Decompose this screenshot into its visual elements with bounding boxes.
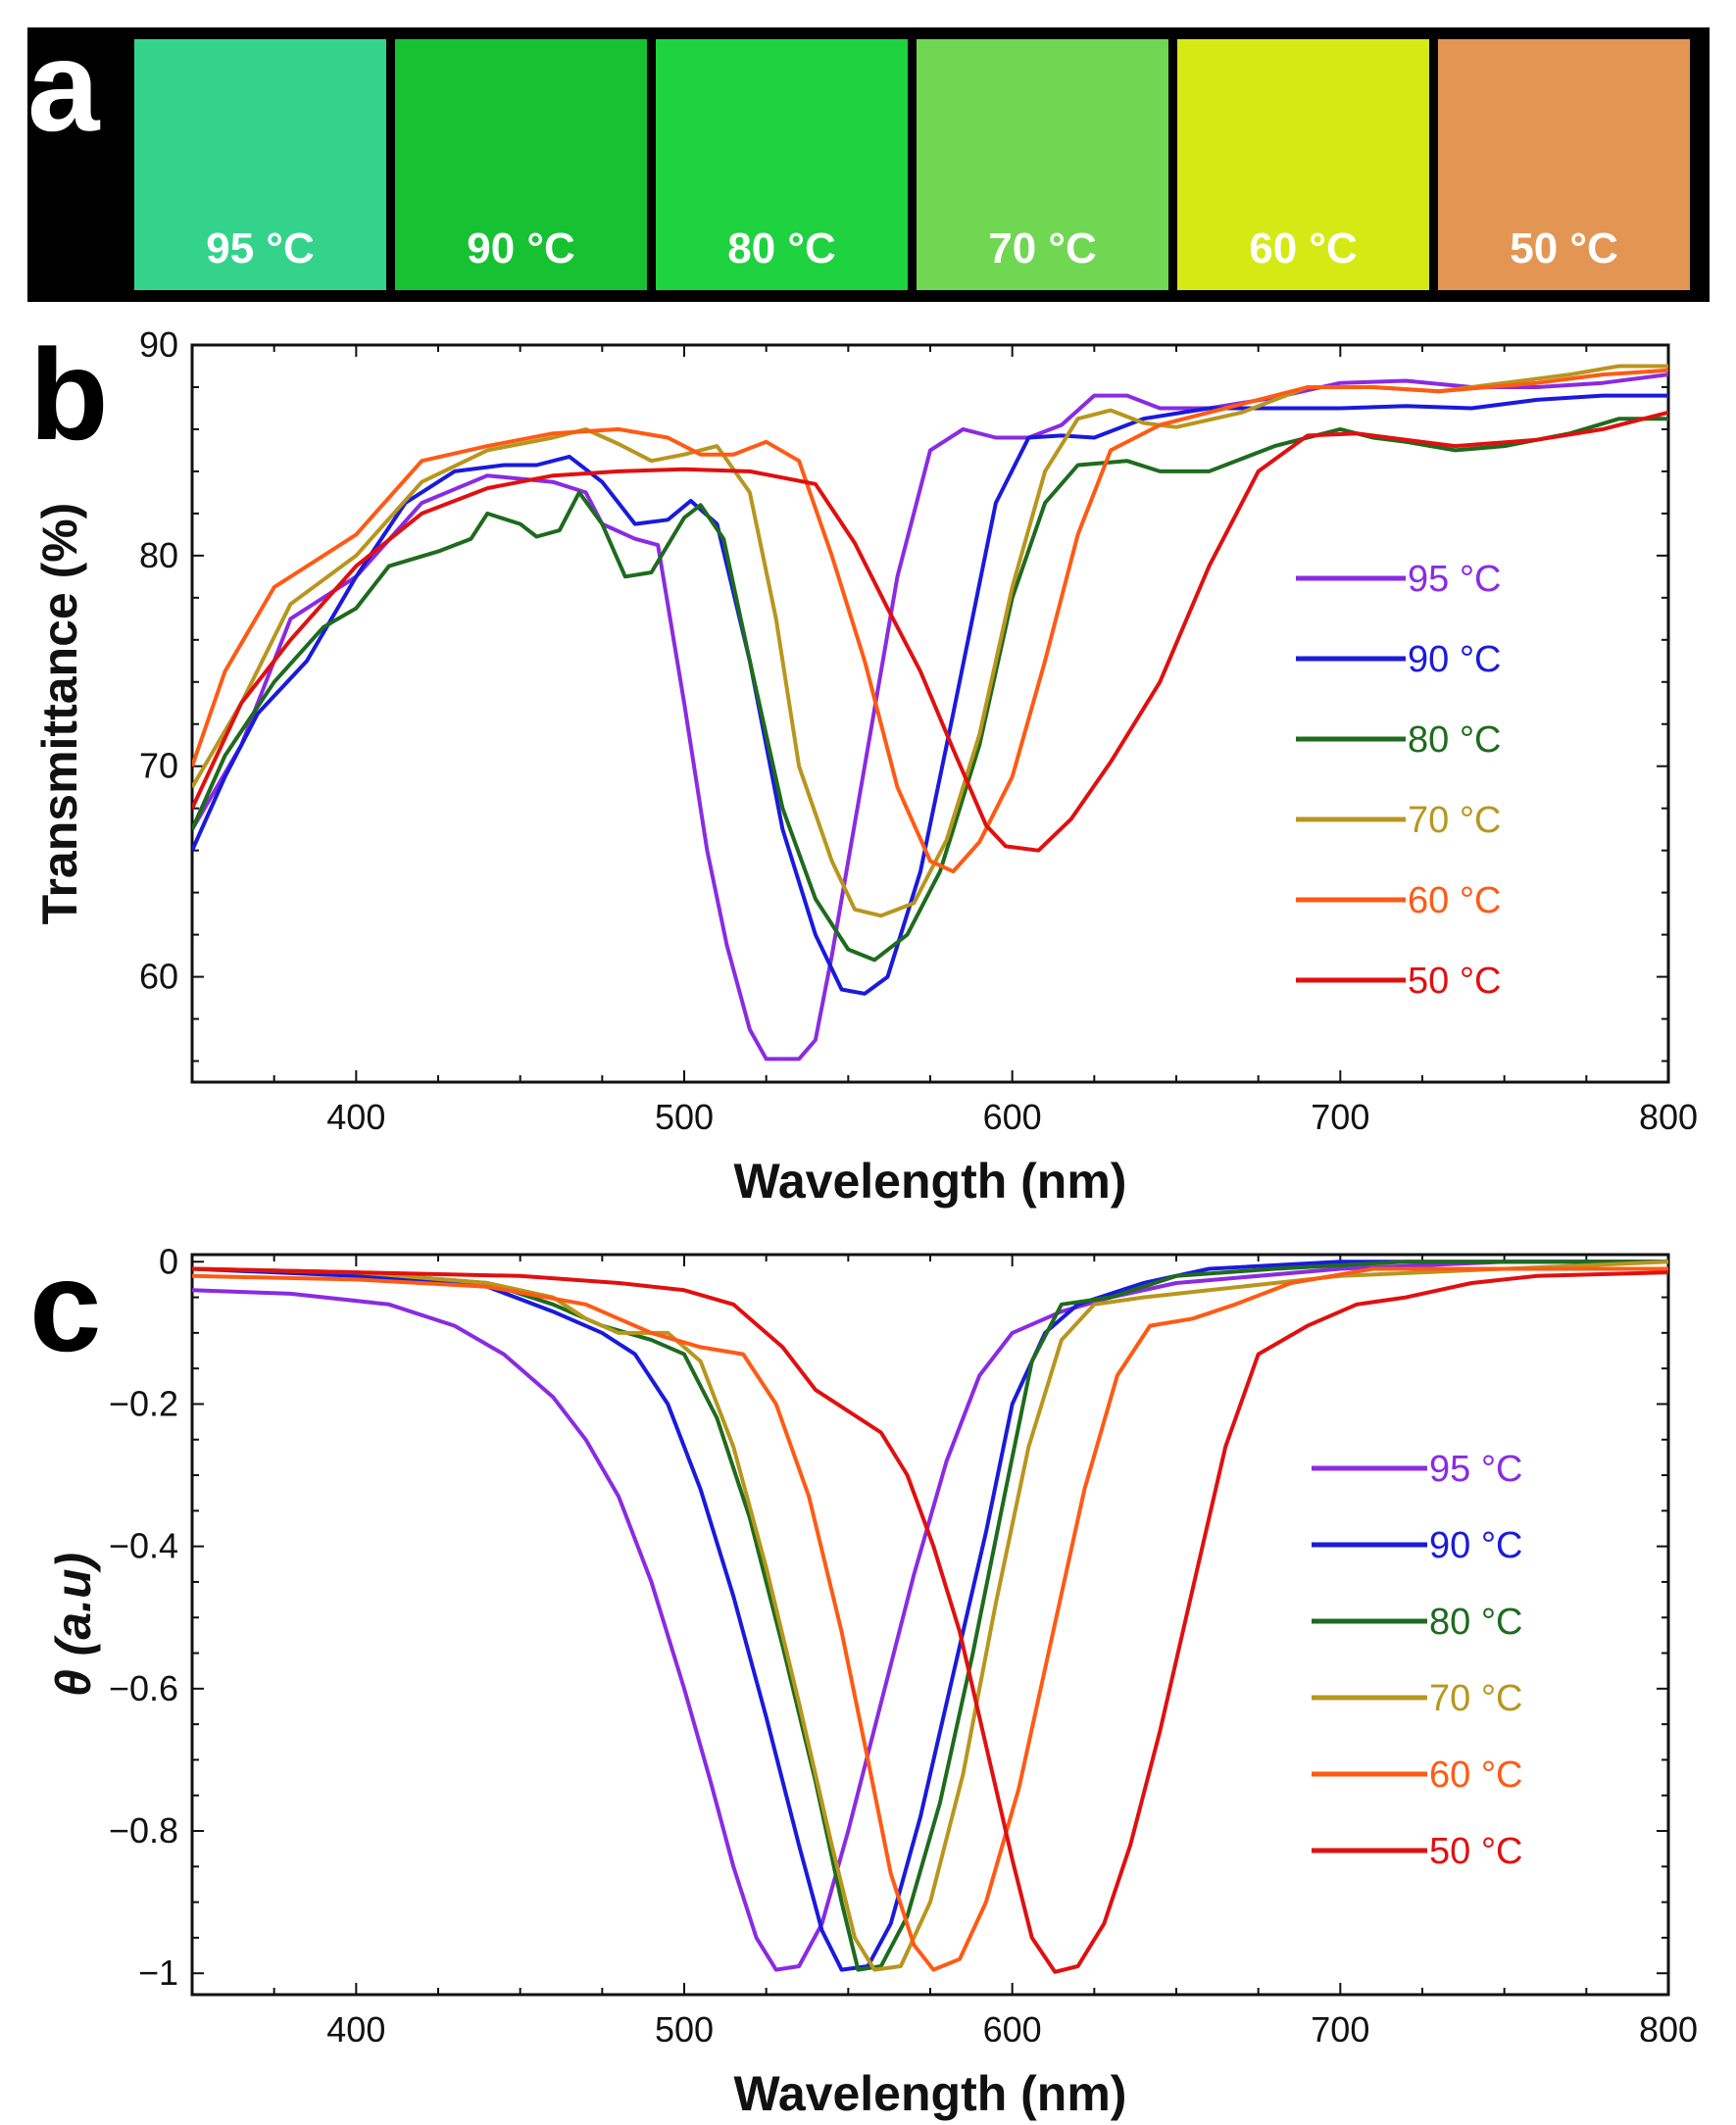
y-tick-label: 80 [139, 535, 178, 575]
series-line-90c [192, 393, 1668, 996]
series-line-60c [192, 1266, 1668, 1972]
swatch-3 [917, 39, 1168, 290]
series-line-60c [192, 368, 1668, 874]
y-tick-label: −0.4 [109, 1526, 178, 1566]
legend-label: 80 °C [1408, 719, 1501, 761]
x-tick-label: 800 [1639, 2009, 1698, 2050]
legend-label: 50 °C [1429, 1831, 1522, 1872]
legend-label: 95 °C [1408, 559, 1501, 600]
y-tick-label: 60 [139, 957, 178, 997]
series-line-50c [192, 1266, 1668, 1974]
x-tick-label: 500 [655, 1097, 714, 1137]
panel-letter-c: c [29, 1234, 101, 1378]
series-line-95c [192, 372, 1668, 1062]
x-axis-title: Wavelength (nm) [734, 2066, 1127, 2121]
panel-b: b 400 500 600 700 800 60 70 80 90 Wavelength (nm)… [29, 322, 1698, 1209]
swatch-2 [656, 39, 908, 290]
legend-label: 70 °C [1429, 1678, 1522, 1719]
legend-label: 60 °C [1408, 880, 1501, 921]
swatch-label: 70 °C [988, 224, 1097, 272]
legend-label: 80 °C [1429, 1602, 1522, 1643]
y-tick-label: −0.6 [109, 1668, 178, 1708]
panel-letter-a: a [27, 14, 101, 158]
y-axis-title: Transmittance (%) [32, 503, 87, 925]
transmittance-chart: 400 500 600 700 800 60 70 80 90 Wavelength (nm) Tr… [32, 324, 1698, 1209]
legend-label: 50 °C [1408, 961, 1501, 1002]
x-tick-label: 600 [983, 2009, 1042, 2050]
series-line-90c [192, 1260, 1668, 1972]
swatch-label: 95 °C [206, 224, 315, 272]
panel-c: c 400 500 600 700 800 0 −0.2 −0.4 −0.6 −0.8 −1 Wave… [29, 1234, 1698, 2121]
legend-label: 90 °C [1408, 639, 1501, 680]
series-line-80c [192, 417, 1668, 963]
swatch-label: 50 °C [1510, 224, 1618, 272]
swatch-0 [134, 39, 386, 290]
y-tick-label: 0 [159, 1241, 178, 1281]
swatch-row: 95 °C 90 °C 80 °C 70 °C 60 °C 50 °C [134, 39, 1690, 290]
y-tick-label: 90 [139, 324, 178, 365]
panel-letter-b: b [29, 322, 109, 467]
x-tick-label: 700 [1311, 1097, 1369, 1137]
legend-label: 90 °C [1429, 1525, 1522, 1566]
panel-a: a 95 °C 90 °C 80 °C 70 °C 60 °C 50 °C [27, 14, 1710, 302]
legend-label: 60 °C [1429, 1754, 1522, 1796]
y-tick-label: −0.8 [109, 1810, 178, 1851]
y-axis-title: θ (a.u) [46, 1553, 101, 1697]
swatch-1 [395, 39, 647, 290]
x-axis-title: Wavelength (nm) [734, 1154, 1127, 1209]
series-line-50c [192, 410, 1668, 853]
x-tick-label: 700 [1311, 2009, 1369, 2050]
y-tick-label: −1 [138, 1952, 178, 1993]
series-line-70c [192, 1260, 1668, 1972]
swatch-5 [1438, 39, 1690, 290]
swatch-label: 60 °C [1249, 224, 1358, 272]
x-tick-label: 400 [326, 1097, 385, 1137]
swatch-4 [1177, 39, 1429, 290]
x-tick-label: 600 [983, 1097, 1042, 1137]
y-tick-label: −0.2 [109, 1383, 178, 1423]
theta-chart: 400 500 600 700 800 0 −0.2 −0.4 −0.6 −0.8 −1 Wavele… [46, 1241, 1698, 2121]
y-tick-label: 70 [139, 746, 178, 786]
series-line-95c [192, 1260, 1668, 1972]
legend-label: 95 °C [1429, 1449, 1522, 1490]
x-tick-label: 500 [655, 2009, 714, 2050]
legend-label: 70 °C [1408, 800, 1501, 841]
x-tick-label: 800 [1639, 1097, 1698, 1137]
x-tick-label: 400 [326, 2009, 385, 2050]
swatch-label: 90 °C [467, 224, 575, 272]
swatch-label: 80 °C [727, 224, 836, 272]
